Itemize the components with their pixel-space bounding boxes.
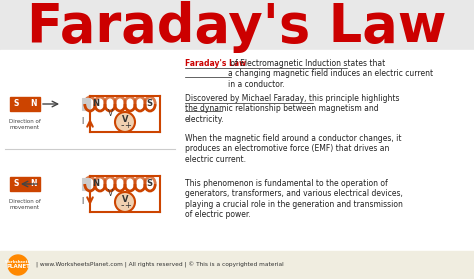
- Text: S: S: [14, 100, 19, 109]
- Text: +: +: [125, 121, 131, 129]
- Text: Faraday's Law: Faraday's Law: [27, 1, 447, 53]
- Text: This phenomenon is fundamental to the operation of
generators, transformers, and: This phenomenon is fundamental to the op…: [185, 179, 403, 219]
- Text: N: N: [92, 100, 99, 109]
- Bar: [0, 50, 474, 251]
- Text: S: S: [146, 100, 152, 109]
- Text: PLANET: PLANET: [6, 264, 30, 270]
- Text: V: V: [122, 116, 128, 124]
- Bar: [10, 177, 40, 191]
- Circle shape: [115, 112, 135, 132]
- Text: Direction of
movement: Direction of movement: [9, 119, 41, 130]
- Text: V: V: [122, 196, 128, 205]
- Text: I: I: [82, 198, 84, 206]
- Text: When the magnetic field around a conductor changes, it
produces an electromotive: When the magnetic field around a conduct…: [185, 134, 401, 164]
- Text: -: -: [120, 200, 124, 210]
- Text: Direction of
movement: Direction of movement: [9, 199, 41, 210]
- Text: N: N: [30, 100, 36, 109]
- Text: +: +: [125, 201, 131, 210]
- Text: Worksheets: Worksheets: [5, 260, 31, 264]
- Bar: [0, 0, 474, 50]
- Bar: [10, 97, 40, 111]
- Text: I: I: [82, 117, 84, 126]
- Text: Faraday's Law: Faraday's Law: [185, 59, 246, 68]
- Text: V: V: [109, 109, 114, 119]
- Text: S: S: [14, 179, 19, 189]
- Text: | www.WorksheetsPlanet.com | All rights reserved | © This is a copyrighted mater: | www.WorksheetsPlanet.com | All rights …: [36, 262, 284, 268]
- Text: V: V: [109, 189, 114, 198]
- Bar: [82, 98, 90, 110]
- Text: N: N: [30, 179, 36, 189]
- Bar: [82, 178, 90, 190]
- Circle shape: [115, 192, 135, 212]
- Text: of Electromagnetic Induction states that
a changing magnetic field induces an el: of Electromagnetic Induction states that…: [228, 59, 433, 89]
- Text: S: S: [146, 179, 152, 189]
- Text: N: N: [92, 179, 99, 189]
- Text: Discovered by Michael Faraday, this principle highlights
the dynamic relationshi: Discovered by Michael Faraday, this prin…: [185, 94, 400, 124]
- Circle shape: [8, 255, 28, 275]
- Bar: [0, 251, 474, 279]
- Text: -: -: [120, 120, 124, 130]
